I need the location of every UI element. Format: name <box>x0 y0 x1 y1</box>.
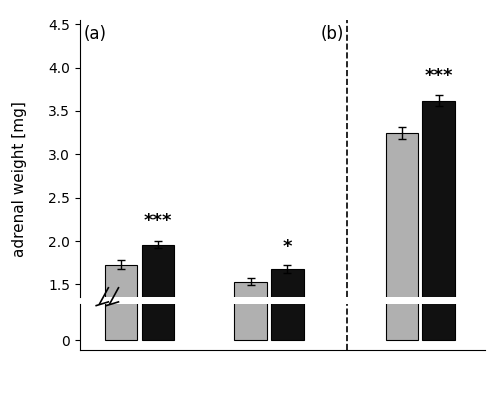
Bar <box>105 265 137 398</box>
Bar <box>142 0 174 340</box>
Bar <box>105 0 137 340</box>
Bar <box>386 133 418 398</box>
Bar <box>271 2 304 340</box>
Text: (a): (a) <box>84 25 107 43</box>
Bar <box>422 0 455 340</box>
Bar <box>386 0 418 340</box>
Text: ***: *** <box>424 67 453 85</box>
Text: ***: *** <box>144 212 172 230</box>
Text: adrenal weight [mg]: adrenal weight [mg] <box>12 101 28 257</box>
Bar <box>422 101 455 398</box>
Text: *: * <box>282 238 292 256</box>
Bar <box>142 245 174 398</box>
Bar <box>234 32 267 340</box>
Bar <box>234 282 267 398</box>
Text: (b): (b) <box>321 25 344 43</box>
Bar <box>271 269 304 398</box>
